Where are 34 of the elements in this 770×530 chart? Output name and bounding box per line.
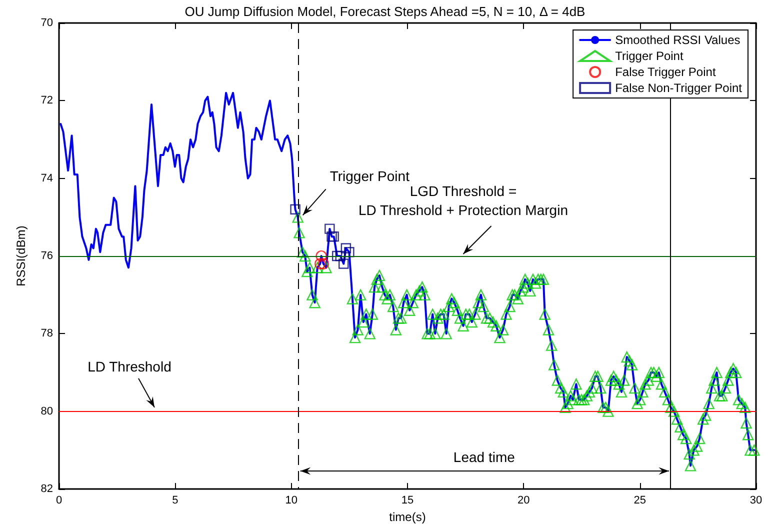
y-tick-label: 72 [40,94,53,107]
y-tick-label: 74 [40,172,53,184]
x-tick-label: 20 [518,494,530,506]
point [340,243,352,254]
legend-label: False Non-Trigger Point [615,81,743,95]
y-tick-label: 82 [40,483,53,495]
y-axis-title: RSSI(dBm) [14,226,28,286]
annotation: Trigger Point [330,168,410,184]
y-tick-label: 70 [40,17,53,29]
x-tick-label: 5 [172,494,178,506]
legend-label: Smoothed RSSI Values [615,33,740,47]
point [318,258,329,270]
point [290,204,300,214]
y-tick-label: 76 [40,250,53,262]
ref-line-label: LD Threshold [88,358,172,374]
chart-title: OU Jump Diffusion Model, Forecast Steps Ahead =5, N = 10, Δ = 4dB [184,4,586,19]
x-tick-label: 30 [750,494,762,506]
y-tick-label: 80 [40,405,53,418]
point [314,258,326,270]
point [332,250,342,262]
point [335,250,346,262]
legend-label: Trigger Point [615,49,684,63]
x-tick-label: 10 [285,494,298,506]
x-tick-label: 25 [634,494,646,506]
point [338,258,349,269]
annotation: Lead time [453,449,516,465]
point [324,224,335,234]
x-tick-label: 15 [401,494,414,506]
legend-label: False Trigger Point [615,65,716,79]
ref-line-label: LGD Threshold = LD Threshold + Protection Margin [358,183,568,218]
x-tick-label: 0 [56,494,62,506]
x-axis-title: time(s) [389,510,426,524]
y-tick-label: 78 [40,328,53,340]
point [316,250,327,262]
